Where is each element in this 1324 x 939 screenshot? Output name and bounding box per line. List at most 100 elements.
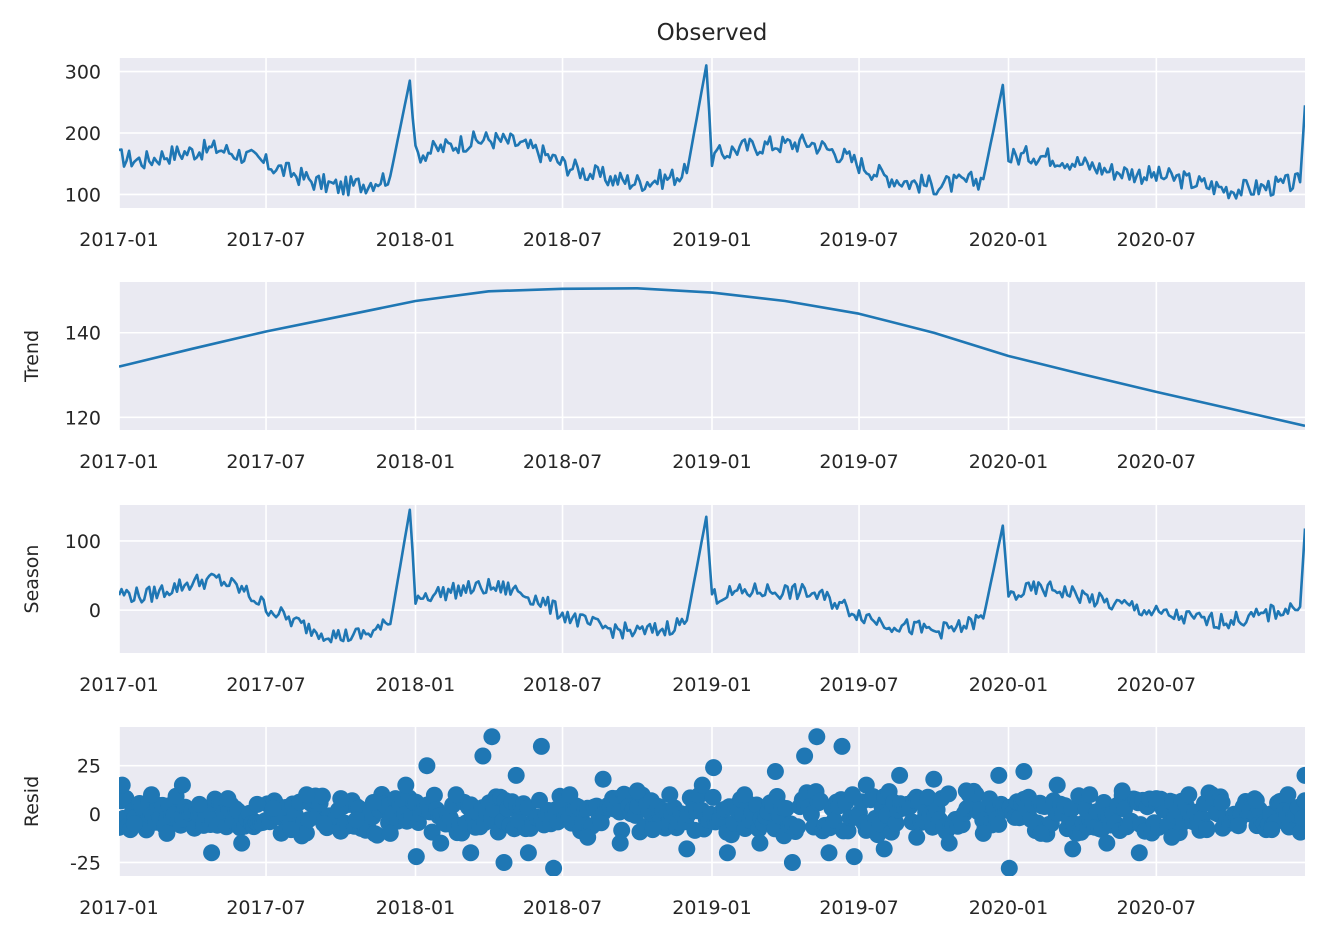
residual-point (1213, 794, 1231, 811)
residual-point (1000, 859, 1018, 876)
residual-point (1180, 786, 1198, 804)
residual-point (1147, 790, 1165, 808)
residual-point (1113, 782, 1131, 800)
residual-point (332, 790, 350, 808)
residual-point (532, 737, 550, 755)
residual-point (908, 828, 926, 846)
panel-trend: 2017-01 2017-07 2018-01 2018-07 2019-01 2019-… (21, 282, 1305, 473)
x-tick-label: 2017-07 (226, 897, 305, 919)
residual-point (1048, 776, 1066, 794)
residual-point (718, 844, 736, 862)
y-tick-label: 140 (65, 323, 101, 345)
residual-point (462, 844, 480, 862)
x-tick-label: 2020-01 (969, 229, 1048, 251)
x-tick-label: 2019-07 (819, 451, 898, 473)
x-tick-label: 2019-07 (819, 674, 898, 696)
residual-point (364, 794, 382, 811)
y-axis-label: Season (21, 545, 43, 614)
residual-point (1291, 823, 1305, 841)
residual-point (845, 848, 863, 866)
residual-point (644, 821, 662, 839)
residual-point (1015, 763, 1033, 780)
scatter-points (119, 728, 1305, 876)
residual-point (233, 834, 251, 852)
series-line (119, 64, 1305, 200)
residual-point (808, 728, 826, 746)
residual-point (1294, 809, 1305, 827)
residual-point (282, 821, 300, 839)
y-axis-label: Trend (21, 330, 43, 383)
residual-point (783, 854, 801, 871)
residual-point (1081, 786, 1099, 804)
x-tick-label: 2019-07 (819, 897, 898, 919)
residual-point (1163, 828, 1181, 846)
residual-point (661, 786, 679, 804)
residual-point (1098, 834, 1116, 852)
residual-point (1095, 794, 1113, 811)
residual-point (143, 786, 160, 804)
residual-point (561, 786, 579, 804)
residual-point (766, 763, 784, 780)
residual-point (125, 815, 143, 833)
y-tick-label: 0 (89, 600, 101, 622)
residual-point (613, 821, 631, 839)
x-tick-label: 2018-07 (523, 897, 602, 919)
x-tick-label: 2019-01 (672, 229, 751, 251)
x-tick-label: 2019-07 (819, 229, 898, 251)
x-tick-label: 2018-01 (376, 674, 455, 696)
x-tick-label: 2017-07 (226, 451, 305, 473)
residual-point (1229, 817, 1247, 835)
x-tick-label: 2020-07 (1117, 229, 1196, 251)
residual-point (248, 795, 266, 813)
x-tick-label: 2017-07 (226, 229, 305, 251)
residual-point (777, 800, 795, 817)
residual-point (1296, 792, 1305, 810)
residual-point (678, 840, 696, 858)
residual-point (545, 859, 563, 876)
residual-point (173, 776, 191, 794)
x-tick-label: 2017-01 (79, 674, 158, 696)
residual-point (203, 844, 221, 862)
residual-point (1296, 766, 1305, 784)
residual-point (693, 776, 711, 794)
residual-point (1198, 821, 1216, 839)
residual-point (940, 834, 958, 852)
y-tick-label: 25 (77, 756, 101, 778)
x-tick-label: 2020-07 (1117, 451, 1196, 473)
residual-point (751, 834, 769, 852)
chart-title: Observed (657, 20, 768, 46)
residual-point (519, 844, 537, 862)
x-tick-label: 2018-01 (376, 229, 455, 251)
residual-point (796, 747, 814, 765)
residual-point (820, 844, 838, 862)
residual-point (368, 826, 386, 844)
residual-point (1063, 800, 1081, 818)
y-tick-label: 120 (65, 407, 101, 429)
residual-point (347, 811, 365, 829)
residual-point (594, 770, 612, 788)
residual-point (579, 828, 597, 846)
residual-point (483, 728, 501, 746)
x-tick-label: 2020-01 (969, 674, 1048, 696)
y-axis-label: Resid (21, 776, 43, 827)
residual-point (891, 766, 909, 784)
y-tick-label: 100 (65, 184, 101, 206)
x-tick-label: 2020-07 (1117, 897, 1196, 919)
residual-point (1130, 844, 1148, 862)
residual-point (704, 788, 722, 806)
residual-point (736, 786, 753, 804)
residual-point (887, 814, 905, 832)
residual-point (397, 776, 415, 794)
x-tick-label: 2018-07 (523, 674, 602, 696)
panel-season: 2017-01 2017-07 2018-01 2018-07 2019-01 2019-… (21, 505, 1305, 696)
panel-observed: 2017-01 2017-07 2018-01 2018-07 2019-01 2019-… (65, 20, 1305, 251)
x-tick-label: 2018-07 (523, 451, 602, 473)
residual-point (1064, 840, 1082, 858)
residual-point (474, 747, 492, 765)
x-tick-label: 2019-01 (672, 674, 751, 696)
x-tick-label: 2020-01 (969, 451, 1048, 473)
residual-point (298, 786, 316, 804)
y-tick-label: 300 (65, 62, 101, 84)
x-tick-label: 2019-01 (672, 451, 751, 473)
